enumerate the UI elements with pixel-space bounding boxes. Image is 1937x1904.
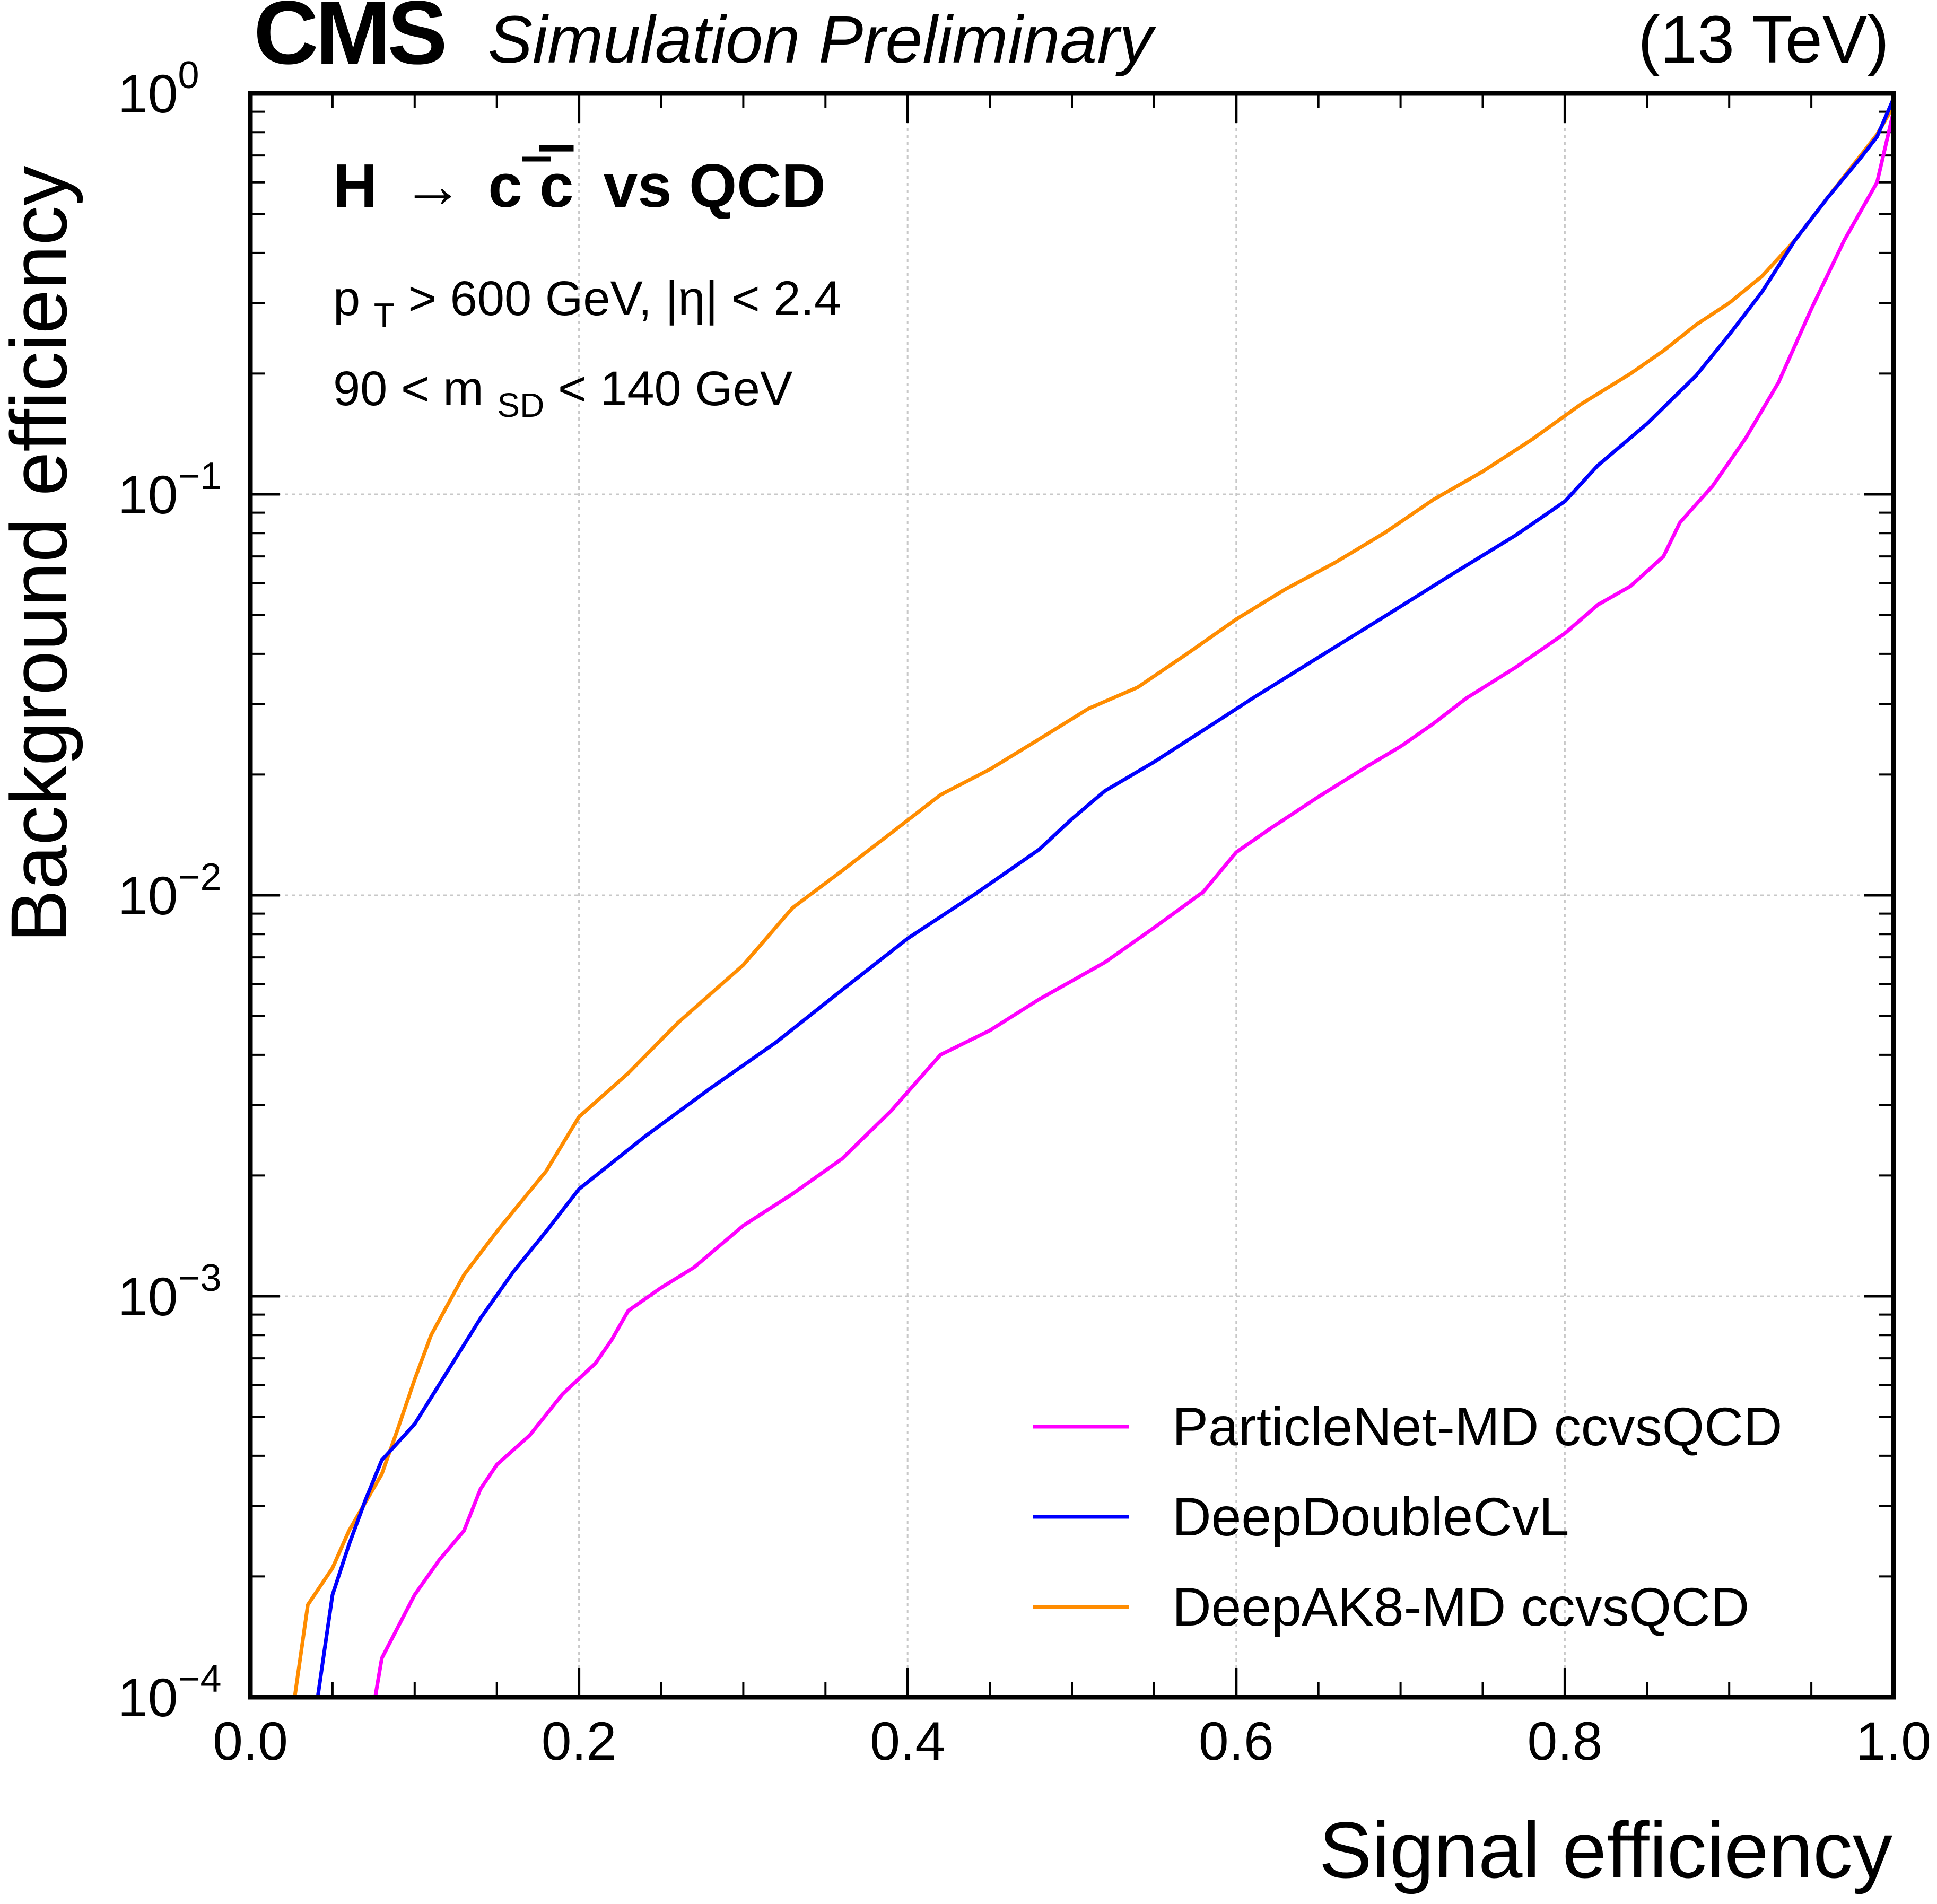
y-tick-base: 10	[118, 465, 178, 525]
x-tick-label: 0.0	[213, 1711, 288, 1771]
grid-lines	[250, 93, 1894, 1697]
y-tick-exponent: −4	[178, 1658, 221, 1700]
legend-label: ParticleNet-MD ccvsQCD	[1172, 1396, 1782, 1457]
legend-label: DeepAK8-MD ccvsQCD	[1172, 1577, 1749, 1637]
y-tick-label: 10−3	[118, 1257, 222, 1327]
mass-cut-pre: 90 < m	[333, 362, 484, 416]
x-tick-label: 0.4	[870, 1711, 945, 1771]
y-tick-base: 10	[118, 64, 178, 124]
process-c1: c	[488, 151, 522, 220]
pt-cut-annotation: p T > 600 GeV, |η| < 2.4	[333, 272, 841, 337]
x-tick-label: 0.8	[1528, 1711, 1603, 1771]
y-tick-base: 10	[118, 1667, 178, 1728]
y-tick-exponent: −3	[178, 1257, 221, 1299]
status-label: Simulation Preliminary	[488, 2, 1156, 77]
y-tick-label: 100	[118, 54, 199, 124]
energy-label: (13 TeV)	[1638, 2, 1889, 77]
process-arrow: →	[402, 151, 464, 220]
process-c2: c	[539, 151, 574, 220]
pt-cut-sub: T	[374, 296, 395, 334]
x-tick-label: 1.0	[1856, 1711, 1931, 1771]
experiment-label: CMS	[254, 0, 444, 83]
y-tick-base: 10	[118, 1267, 178, 1327]
roc-curves	[293, 98, 1896, 1698]
x-tick-label: 0.6	[1199, 1711, 1274, 1771]
y-tick-label: 10−2	[118, 856, 222, 926]
legend: ParticleNet-MD ccvsQCD DeepDoubleCvL DeepA…	[1033, 1396, 1782, 1637]
curve-deepak8-md-ccvsqcd	[293, 105, 1896, 1698]
x-axis-label: Signal efficiency	[1319, 1805, 1892, 1894]
y-axis-label: Background efficiency	[0, 166, 83, 943]
process-annotation: H → c c vs QCD	[333, 151, 826, 220]
pt-cut-p: p	[333, 272, 360, 326]
legend-label: DeepDoubleCvL	[1172, 1487, 1569, 1547]
curve-deepdoublecvl	[316, 98, 1896, 1698]
y-tick-exponent: −2	[178, 856, 221, 898]
y-tick-exponent: 0	[178, 54, 199, 97]
x-tick-labels: 0.0 0.2 0.4 0.6 0.8 1.0	[213, 1711, 1931, 1771]
process-vs: vs QCD	[604, 151, 826, 220]
y-tick-base: 10	[118, 866, 178, 926]
plot-frame	[248, 91, 1896, 1700]
process-h: H	[333, 151, 378, 220]
x-tick-label: 0.2	[542, 1711, 617, 1771]
mass-cut-post: < 140 GeV	[558, 362, 792, 416]
mass-cut-sub: SD	[497, 386, 544, 424]
y-tick-exponent: −1	[178, 455, 221, 497]
pt-cut-rest: > 600 GeV, |η| < 2.4	[408, 272, 841, 326]
y-tick-label: 10−1	[118, 455, 222, 525]
y-tick-label: 10−4	[118, 1658, 222, 1728]
mass-cut-annotation: 90 < m SD < 140 GeV	[333, 362, 792, 427]
curve-particlenet-md-ccvsqcd	[373, 111, 1896, 1698]
